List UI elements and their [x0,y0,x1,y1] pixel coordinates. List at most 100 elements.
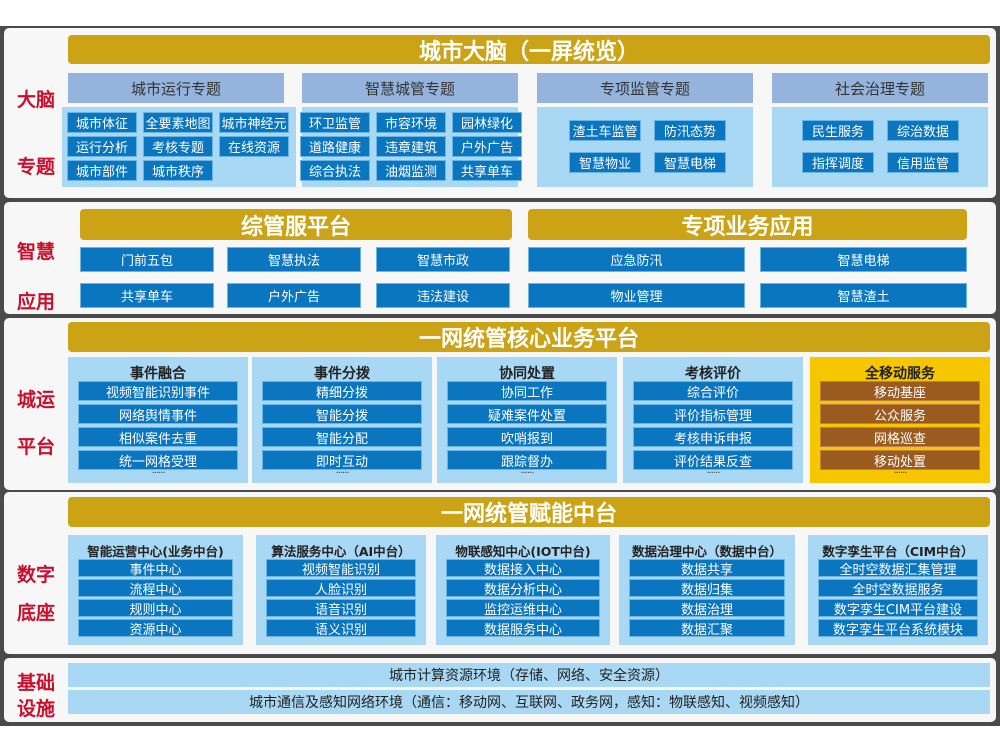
section-label: 底座 [16,602,55,624]
center-item: 视频智能识别 [266,559,416,578]
center-item: 数据归集 [629,579,785,598]
app-item: 共享单车 [80,283,214,308]
module-panel: 全移动服务 移动基座公众服务网格巡查移动处置 ······ [810,357,990,483]
center-panel: 数字孪生平台（CIM中台） 全时空数据汇集管理 全时空数据服务 数字孪生CIM平台建设… [808,535,988,645]
center-item: 数字孪生CIM平台建设 [818,599,978,618]
app-item: 智慧执法 [227,247,361,272]
module-header: 事件分拨 [314,366,370,382]
topic-item: 民生服务 [802,120,874,141]
module-item: 评价结果反查 [633,450,793,470]
module-item: 智能分拨 [262,404,422,424]
topic-item: 防汛态势 [654,120,726,141]
center-item: 规则中心 [78,599,233,618]
platform-title-bar: 一网统管核心业务平台 [68,322,990,352]
module-item: 疑难案件处置 [447,404,607,424]
topic-item: 智慧物业 [569,152,641,173]
topic-item: 共享单车 [452,160,522,181]
more-ellipsis: ······ [706,468,720,479]
center-header: 智能运营中心(业务中台) [87,544,224,559]
topic-item: 城市秩序 [143,160,213,181]
topic-item: 城市部件 [67,160,137,181]
topic-item: 户外广告 [452,136,522,157]
topic-item: 综治数据 [887,120,959,141]
center-item: 数据汇聚 [629,619,785,638]
module-header: 考核评价 [685,366,741,382]
module-item: 网格巡查 [820,427,980,447]
app-item: 智慧电梯 [760,247,967,272]
topic-item: 城市体征 [67,112,137,133]
module-item: 即时互动 [262,450,422,470]
topic-item: 信用监管 [887,152,959,173]
center-header: 数字孪生平台（CIM中台） [822,544,974,559]
center-header: 算法服务中心（AI中台） [271,544,411,559]
module-item: 智能分配 [262,427,422,447]
topic-item: 指挥调度 [802,152,874,173]
section-label: 专题 [16,156,55,178]
app-item: 智慧市政 [376,247,510,272]
center-item: 数据接入中心 [446,559,600,578]
module-item: 精细分拨 [262,381,422,401]
module-item: 跟踪督办 [447,450,607,470]
center-item: 数字孪生平台系统模块 [818,619,978,638]
module-header: 协同处置 [499,366,555,382]
center-item: 全时空数据服务 [818,579,978,598]
center-item: 数据服务中心 [446,619,600,638]
center-item: 语音识别 [266,599,416,618]
module-item: 公众服务 [820,404,980,424]
center-item: 事件中心 [78,559,233,578]
module-panel: 事件融合 视频智能识别事件 网络舆情事件 相似案件去重 统一网格受理 ······ [68,357,248,483]
topic-item: 智慧电梯 [654,152,726,173]
topic-item: 综合执法 [300,160,370,181]
center-item: 数据治理 [629,599,785,618]
center-header: 数据治理中心（数据中台） [631,544,782,559]
center-panel: 算法服务中心（AI中台） 视频智能识别 人脸识别 语音识别 语义识别 [256,535,426,645]
module-header: 全移动服务 [865,366,935,382]
module-item: 移动基座 [820,381,980,401]
module-panel: 协同处置 协同工作 疑难案件处置 吹哨报到 跟踪督办 ······ [437,357,617,483]
module-panel: 考核评价 综合评价 评价指标管理 考核申诉申报 评价结果反查 ······ [623,357,803,483]
section-label: 数字 [16,564,55,586]
module-item: 相似案件去重 [78,427,238,447]
section-label: 设施 [16,698,55,720]
module-item: 网络舆情事件 [78,404,238,424]
topic-item: 市容环境 [376,112,446,133]
center-item: 流程中心 [78,579,233,598]
module-item: 吹哨报到 [447,427,607,447]
module-item: 评价指标管理 [633,404,793,424]
section-label: 大脑 [16,89,55,111]
module-item: 协同工作 [447,381,607,401]
module-item: 统一网格受理 [78,450,238,470]
center-panel: 物联感知中心(IOT中台) 数据接入中心 数据分析中心 监控运维中心 数据服务中心 [436,535,610,645]
center-item: 语义识别 [266,619,416,638]
topic-header: 城市运行专题 [68,73,284,103]
topic-item: 城市神经元 [219,112,289,133]
app-title-bar: 专项业务应用 [528,209,967,240]
module-item: 移动处置 [820,450,980,470]
app-item: 违法建设 [376,283,510,308]
more-ellipsis: ······ [335,468,349,479]
topic-item: 运行分析 [67,136,137,157]
topic-item: 环卫监管 [300,112,370,133]
center-item: 人脸识别 [266,579,416,598]
center-item: 监控运维中心 [446,599,600,618]
topic-panel [537,107,753,187]
topic-item: 油烟监测 [376,160,446,181]
more-ellipsis: ······ [151,468,165,479]
infra-row: 城市通信及感知网络环境（通信：移动网、互联网、政务网，感知：物联感知、视频感知） [68,690,990,714]
app-item: 物业管理 [528,283,745,308]
app-item: 户外广告 [227,283,361,308]
infra-row: 城市计算资源环境（存储、网络、安全资源） [68,663,990,687]
section-label: 智慧 [16,241,55,263]
app-item: 应急防汛 [528,247,745,272]
more-ellipsis: ······ [893,468,907,479]
topic-item: 在线资源 [219,136,289,157]
module-item: 考核申诉申报 [633,427,793,447]
module-panel: 事件分拨 精细分拨智能分拨智能分配即时互动 ······ [252,357,432,483]
center-panel: 数据治理中心（数据中台） 数据共享 数据归集 数据治理 数据汇聚 [619,535,795,645]
brain-title-bar: 城市大脑（一屏统览） [68,35,990,65]
topic-header: 专项监管专题 [537,73,753,103]
topic-item: 全要素地图 [143,112,213,133]
topic-item: 道路健康 [300,136,370,157]
section-label: 应用 [16,291,55,313]
base-title-bar: 一网统管赋能中台 [68,497,990,527]
